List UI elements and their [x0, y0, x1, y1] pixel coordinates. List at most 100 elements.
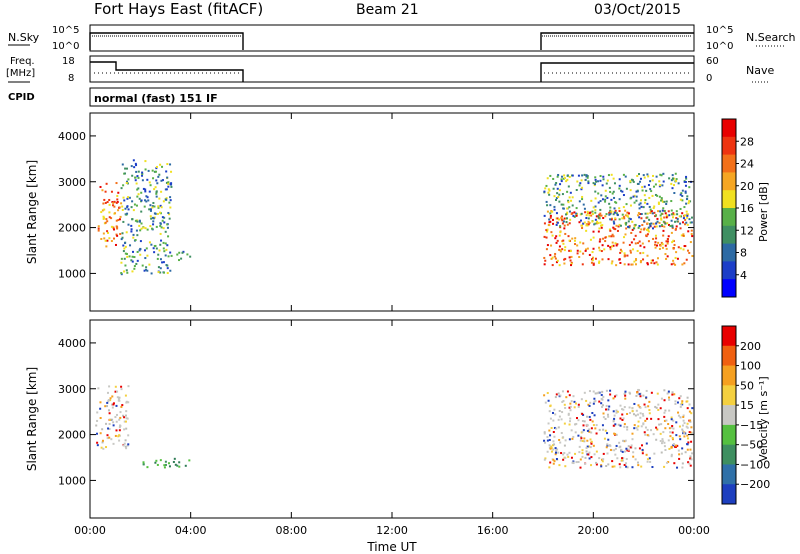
range-cell	[552, 462, 555, 465]
range-cell	[160, 190, 163, 193]
range-cell	[606, 444, 609, 447]
range-cell	[573, 215, 576, 218]
range-cell	[544, 401, 547, 404]
range-cell	[132, 159, 135, 162]
range-cell	[666, 392, 669, 395]
range-cell	[612, 397, 615, 400]
range-cell	[178, 461, 181, 464]
range-cell	[552, 458, 555, 461]
range-cell	[682, 234, 685, 237]
range-cell	[648, 196, 651, 199]
range-cell	[644, 426, 647, 429]
range-cell	[562, 239, 565, 242]
range-cell	[556, 217, 559, 220]
range-cell	[627, 225, 630, 228]
range-cell	[666, 222, 669, 225]
range-cell	[587, 223, 590, 226]
range-cell	[597, 215, 600, 218]
range-cell	[114, 212, 117, 215]
range-cell	[625, 458, 628, 461]
range-cell	[631, 410, 634, 413]
range-cell	[609, 393, 612, 396]
range-cell	[598, 246, 601, 249]
station-title: Fort Hays East (fitACF)	[94, 0, 263, 18]
y-tick-label: 1000	[58, 474, 86, 487]
range-cell	[657, 202, 660, 205]
range-cell	[184, 464, 187, 467]
range-cell	[657, 418, 660, 421]
range-cell	[597, 201, 600, 204]
nave-tick-top: 60	[706, 56, 719, 67]
range-cell	[654, 193, 657, 196]
range-cell	[572, 462, 575, 465]
range-cell	[131, 200, 134, 203]
range-cell	[548, 410, 551, 413]
range-cell	[674, 172, 677, 175]
range-cell	[169, 163, 172, 166]
range-cell	[604, 195, 607, 198]
range-cell	[123, 270, 126, 273]
range-cell	[639, 412, 642, 415]
range-cell	[613, 417, 616, 420]
range-cell	[592, 206, 595, 209]
range-cell	[663, 389, 666, 392]
range-cell	[684, 180, 687, 183]
range-cell	[590, 261, 593, 264]
range-cell	[129, 244, 132, 247]
range-cell	[589, 418, 592, 421]
nave-label: Nave	[746, 64, 774, 77]
range-cell	[600, 194, 603, 197]
range-cell	[632, 248, 635, 251]
range-cell	[117, 435, 120, 438]
range-cell	[121, 236, 124, 239]
range-cell	[631, 179, 634, 182]
range-cell	[96, 411, 99, 414]
range-cell	[583, 391, 586, 394]
range-cell	[135, 170, 138, 173]
range-cell	[606, 452, 609, 455]
range-cell	[571, 196, 574, 199]
range-cell	[596, 220, 599, 223]
range-cell	[686, 216, 689, 219]
colorbar-tick-label: −15	[740, 419, 763, 432]
range-cell	[585, 450, 588, 453]
range-cell	[598, 213, 601, 216]
range-cell	[671, 174, 674, 177]
range-cell	[585, 446, 588, 449]
range-cell	[568, 206, 571, 209]
range-cell	[689, 457, 692, 460]
range-cell	[559, 249, 562, 252]
range-cell	[612, 235, 615, 238]
range-cell	[667, 235, 670, 238]
range-cell	[681, 430, 684, 433]
range-cell	[563, 217, 566, 220]
range-cell	[658, 185, 661, 188]
range-cell	[136, 250, 139, 253]
range-cell	[126, 205, 129, 208]
range-cell	[595, 463, 598, 466]
range-cell	[554, 183, 557, 186]
range-cell	[124, 420, 127, 423]
range-cell	[624, 397, 627, 400]
range-cell	[162, 241, 165, 244]
range-cell	[552, 448, 555, 451]
range-cell	[598, 240, 601, 243]
range-cell	[551, 234, 554, 237]
range-cell	[614, 453, 617, 456]
range-cell	[595, 432, 598, 435]
range-cell	[689, 241, 692, 244]
range-cell	[662, 234, 665, 237]
range-cell	[548, 193, 551, 196]
range-cell	[609, 211, 612, 214]
range-cell	[152, 177, 155, 180]
range-cell	[614, 217, 617, 220]
range-cell	[157, 206, 160, 209]
range-cell	[137, 170, 140, 173]
range-cell	[550, 445, 553, 448]
range-cell	[125, 252, 128, 255]
range-cell	[608, 228, 611, 231]
range-cell	[155, 225, 158, 228]
range-cell	[178, 465, 181, 468]
range-cell	[167, 235, 170, 238]
range-cell	[127, 178, 130, 181]
